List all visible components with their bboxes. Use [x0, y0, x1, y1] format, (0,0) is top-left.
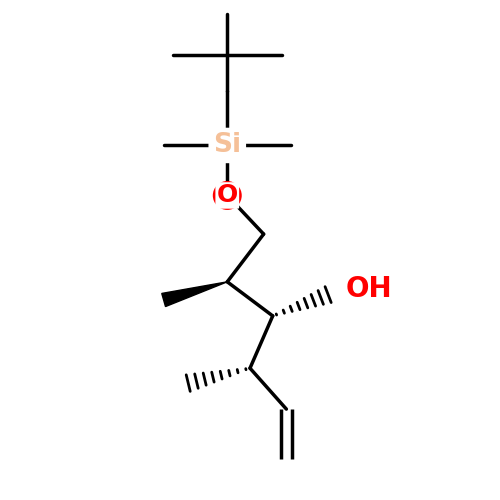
Text: Si: Si — [213, 132, 242, 158]
Polygon shape — [162, 282, 228, 306]
Text: O: O — [216, 184, 238, 208]
Text: OH: OH — [346, 274, 392, 302]
